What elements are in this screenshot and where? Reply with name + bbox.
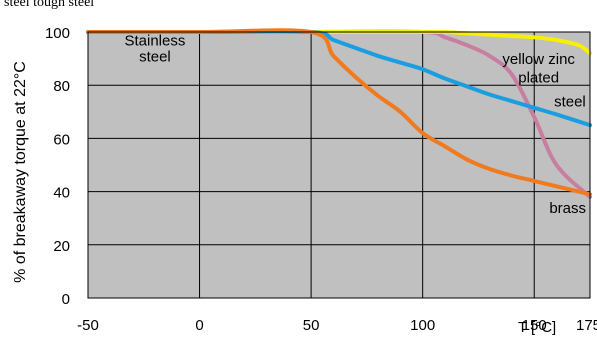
y-axis-label: % of breakaway torque at 22°C [12,61,29,283]
plot-area [88,32,590,298]
x-tick-label: -50 [77,317,99,334]
series-annotation: plated [518,70,559,87]
x-tick-label: 50 [303,317,320,334]
x-tick-label: 0 [195,317,203,334]
series-annotation: yellow zinc [502,51,575,68]
header-text: steel tough steel [4,0,94,10]
x-tick-label: 100 [410,317,435,334]
y-tick-label: 60 [53,131,70,148]
plot-border [87,31,591,299]
series-annotation: brass [549,200,586,217]
y-tick-label: 0 [62,291,70,308]
y-tick-label: 80 [53,78,70,95]
y-tick-label: 20 [53,238,70,255]
series-annotation: steel [554,93,586,110]
y-tick-label: 100 [45,25,70,42]
x-tick-labels: -50 0 50 100 150 175 [77,317,597,334]
x-axis-label: T [°C] [518,319,556,336]
y-tick-labels: 0 20 40 60 80 100 [45,25,70,308]
x-tick-label: 175 [576,317,597,334]
grid-lines [88,32,590,298]
series-annotation: Stainless [124,32,185,49]
y-tick-label: 40 [53,185,70,202]
series-line-brass [86,28,592,197]
x-tick-label: 150 [522,317,547,334]
series-annotation: steel [139,48,171,65]
